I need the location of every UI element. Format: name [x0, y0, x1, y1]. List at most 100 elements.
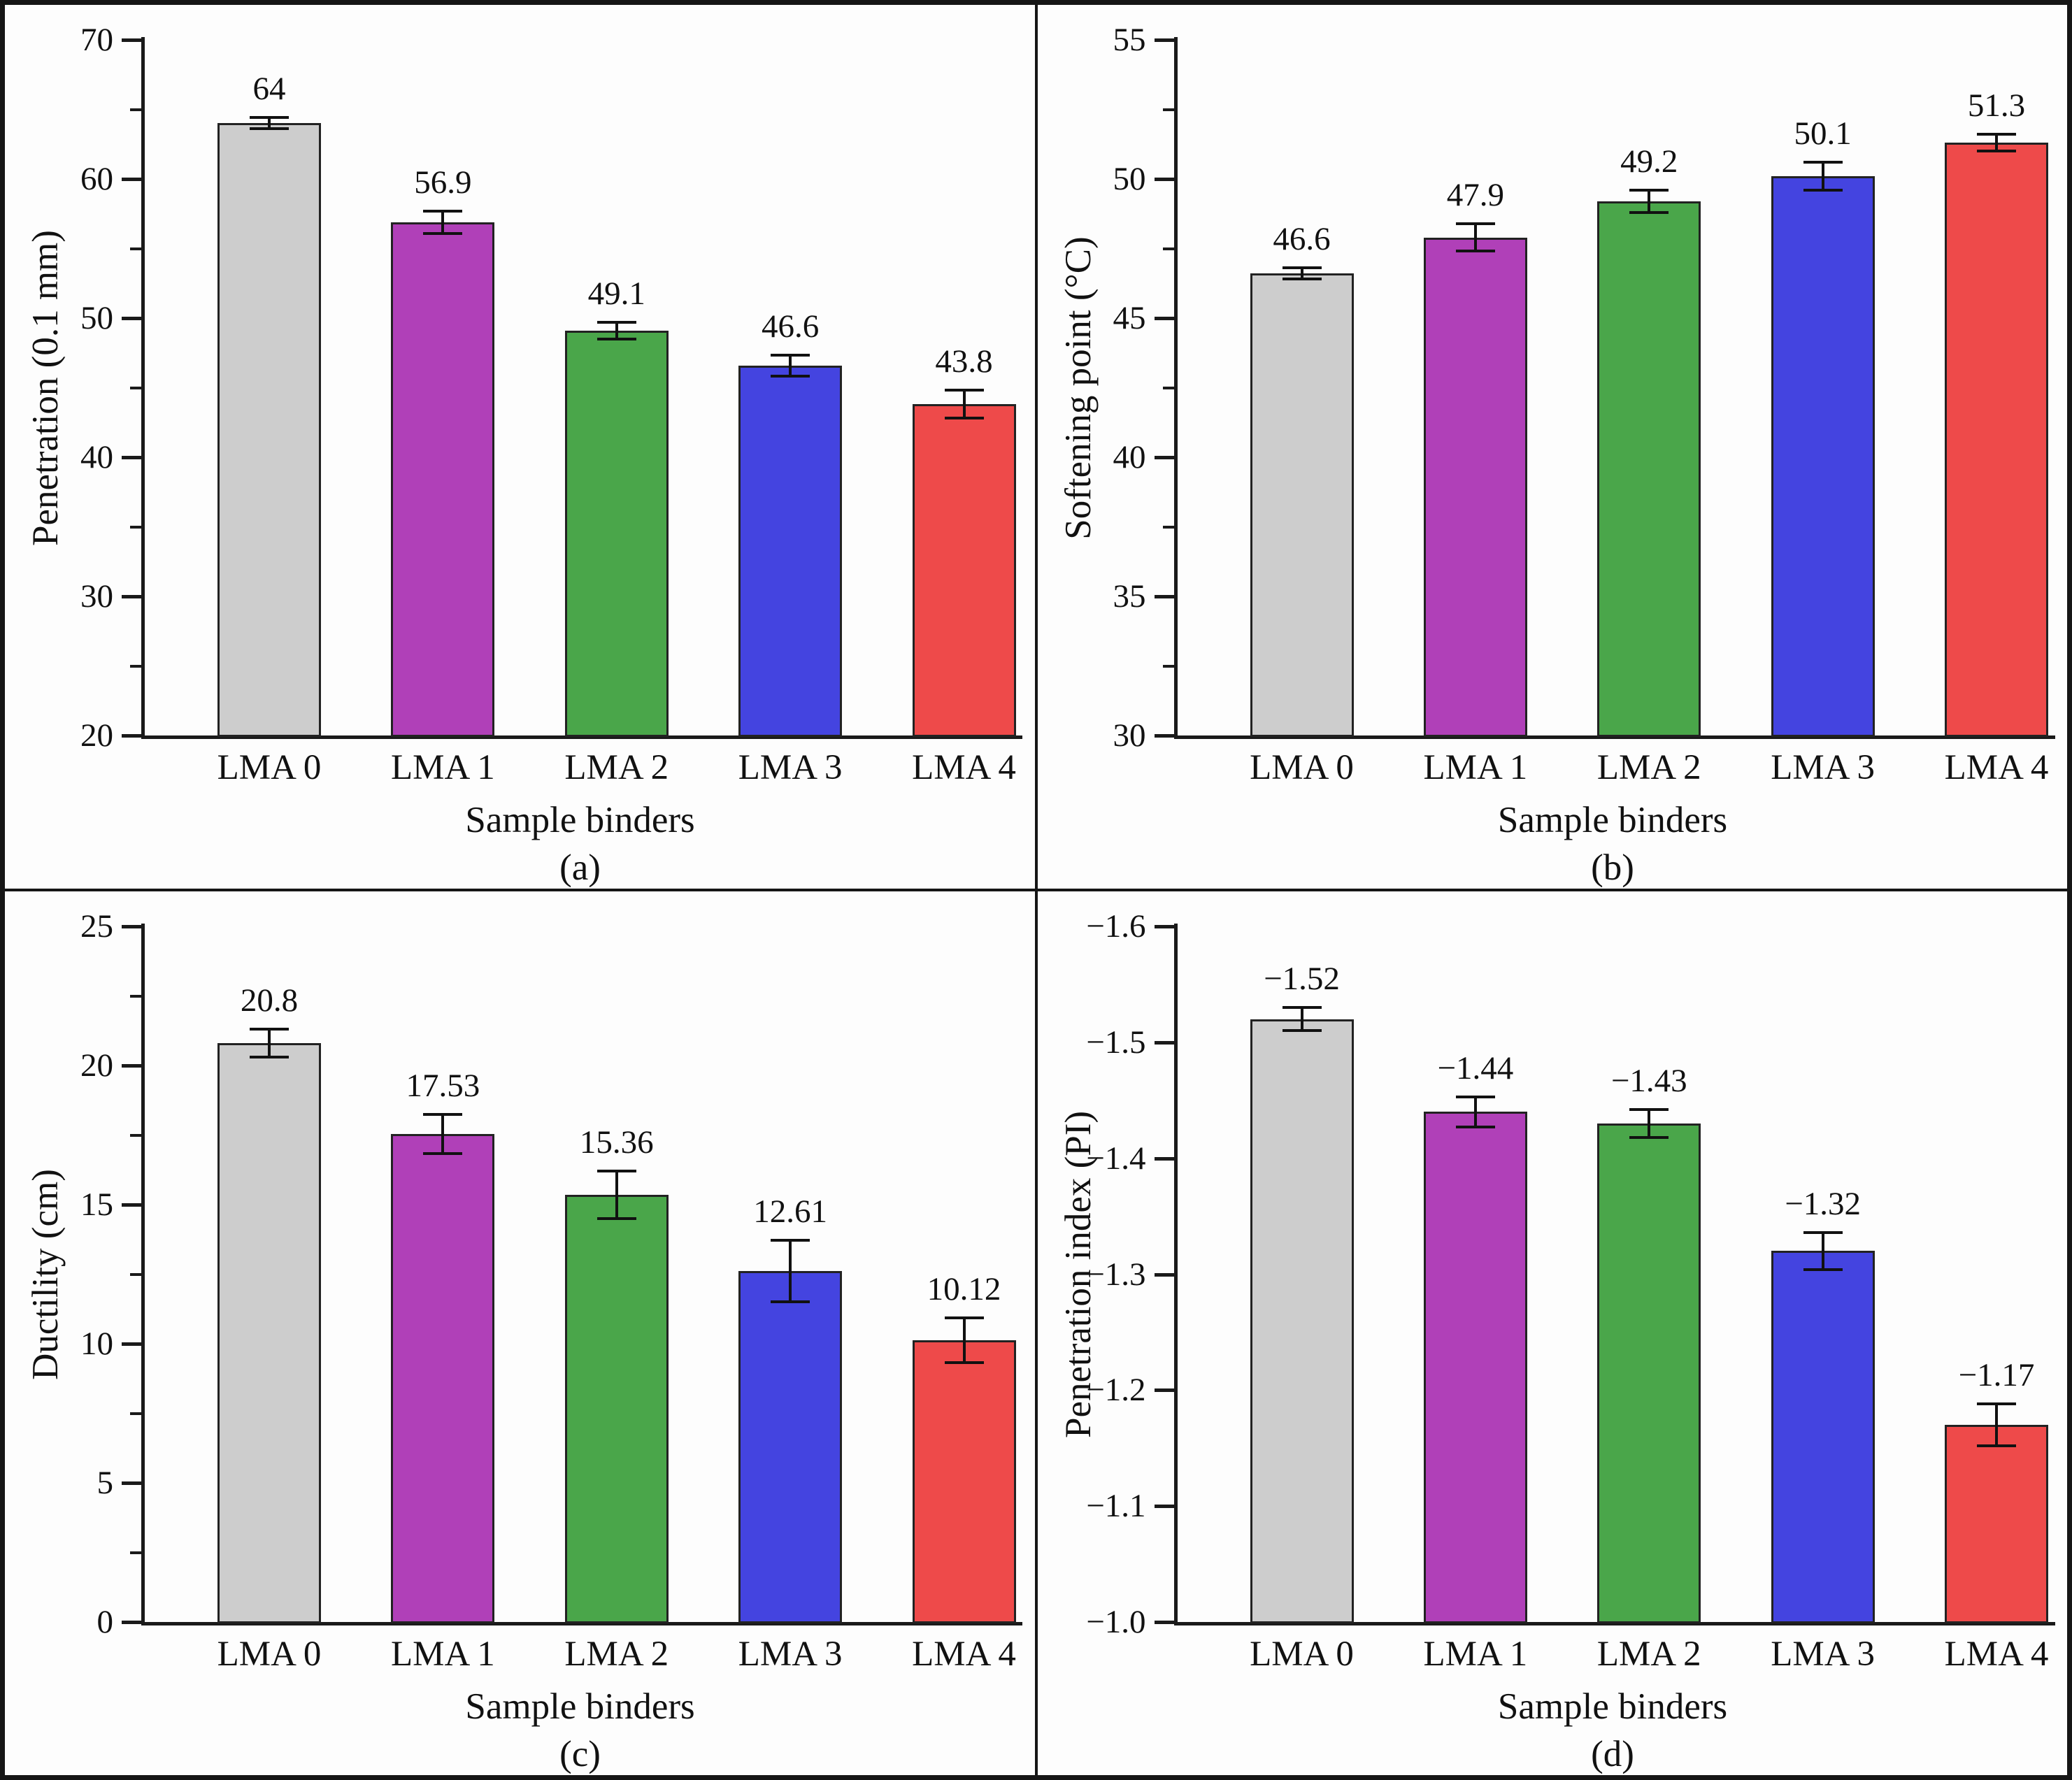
y-major-tick: [1154, 1272, 1174, 1277]
error-bar-whisker: [1473, 223, 1477, 252]
bar-value-label: −1.52: [1264, 961, 1340, 998]
bar-value-label: 43.8: [935, 343, 993, 380]
y-tick-label: 0: [97, 1604, 114, 1640]
y-major-tick: [122, 38, 141, 42]
y-tick-label: 30: [80, 578, 113, 615]
bar-value-label: 10.12: [927, 1271, 1001, 1308]
y-minor-tick: [1162, 247, 1174, 250]
y-tick-label: 40: [80, 439, 113, 475]
x-category-label: LMA 2: [1596, 1635, 1701, 1674]
error-bar-cap-bottom: [596, 337, 636, 340]
error-bar-whisker: [441, 1114, 445, 1154]
error-bar-cap-bottom: [1455, 1125, 1495, 1128]
y-major-tick: [1154, 1621, 1174, 1624]
y-major-tick: [1154, 1040, 1174, 1045]
y-tick-label: −1.4: [1086, 1140, 1146, 1177]
x-category-label: LMA 0: [1250, 1635, 1354, 1674]
error-bar-whisker: [1473, 1096, 1477, 1127]
bar-value-label: 49.2: [1620, 143, 1678, 180]
bar-value-label: −1.44: [1437, 1049, 1514, 1086]
error-bar-cap-bottom: [1629, 1135, 1669, 1139]
x-category-label: LMA 3: [1771, 1635, 1875, 1674]
bar-value-label: 47.9: [1446, 176, 1505, 213]
error-bar-cap-top: [250, 116, 290, 120]
error-bar-whisker: [1995, 134, 1999, 152]
bar-value-label: 46.6: [762, 308, 820, 345]
y-tick-label: 50: [1113, 161, 1146, 197]
bar-lma-2: [1597, 1123, 1701, 1623]
y-minor-tick: [130, 664, 141, 668]
error-bar-whisker: [1821, 162, 1824, 190]
bar-lma-0: [217, 1043, 322, 1623]
y-major-tick: [1154, 1505, 1174, 1509]
x-axis-line: [141, 735, 1022, 739]
bar-lma-0: [1250, 273, 1354, 737]
y-minor-tick: [130, 994, 141, 998]
error-bar-whisker: [441, 210, 445, 234]
error-bar-cap-bottom: [1455, 250, 1495, 253]
y-minor-tick: [130, 386, 141, 389]
y-tick-label: 55: [1113, 22, 1146, 58]
error-bar-cap-bottom: [1629, 210, 1669, 214]
error-bar-whisker: [615, 1170, 618, 1219]
x-category-label: LMA 1: [1423, 748, 1528, 787]
bar-value-label: 15.36: [579, 1124, 654, 1161]
y-axis-line: [141, 37, 145, 739]
y-tick-label: −1.5: [1086, 1024, 1146, 1061]
error-bar-cap-top: [1455, 222, 1495, 225]
error-bar-whisker: [789, 1240, 792, 1302]
x-category-label: LMA 1: [391, 1635, 495, 1674]
y-tick-label: 20: [80, 717, 113, 754]
error-bar-cap-bottom: [1977, 1444, 2017, 1447]
error-bar-whisker: [615, 322, 618, 339]
bar-lma-2: [564, 1194, 669, 1623]
y-tick-label: −1.2: [1086, 1372, 1146, 1409]
bar-value-label: 49.1: [587, 275, 645, 312]
error-bar-cap-bottom: [771, 374, 810, 378]
bar-lma-4: [1945, 143, 2049, 737]
y-major-tick: [122, 595, 141, 598]
y-major-tick: [122, 925, 141, 928]
y-major-tick: [1154, 595, 1174, 598]
y-axis-title: Penetration index (PI): [1057, 1110, 1099, 1438]
error-bar-cap-bottom: [250, 1056, 290, 1059]
x-category-label: LMA 3: [1771, 748, 1875, 787]
error-bar-whisker: [268, 1029, 271, 1058]
error-bar-cap-top: [1977, 1402, 2017, 1406]
x-category-label: LMA 0: [217, 748, 322, 787]
x-axis-title: Sample binders: [465, 800, 695, 840]
x-axis-title: Sample binders: [1497, 800, 1728, 840]
bar-lma-2: [564, 330, 669, 737]
error-bar-cap-bottom: [944, 1361, 984, 1365]
y-tick-label: 10: [80, 1326, 113, 1362]
bar-lma-4: [912, 404, 1016, 737]
y-major-tick: [1154, 456, 1174, 459]
bar-lma-2: [1597, 201, 1701, 737]
bar-lma-3: [1771, 1251, 1875, 1623]
x-axis-line: [1173, 1622, 2055, 1625]
y-minor-tick: [1162, 386, 1174, 389]
y-tick-label: 70: [80, 22, 113, 58]
x-category-label: LMA 3: [738, 1635, 843, 1674]
error-bar-cap-top: [423, 1113, 463, 1117]
y-tick-label: 5: [97, 1465, 114, 1501]
error-bar-cap-top: [596, 320, 636, 324]
x-category-label: LMA 1: [391, 748, 495, 787]
y-major-tick: [122, 1621, 141, 1624]
y-tick-label: 20: [80, 1047, 113, 1084]
y-major-tick: [122, 178, 141, 181]
bar-value-label: 50.1: [1794, 115, 1852, 152]
error-bar-cap-bottom: [944, 417, 984, 420]
y-major-tick: [122, 317, 141, 320]
y-tick-label: −1.6: [1086, 908, 1146, 945]
error-bar-whisker: [962, 1318, 966, 1363]
y-minor-tick: [130, 108, 141, 111]
bar-value-label: 56.9: [414, 164, 472, 201]
error-bar-cap-top: [771, 353, 810, 357]
error-bar-cap-bottom: [1977, 150, 2017, 153]
error-bar-whisker: [1300, 268, 1303, 280]
x-category-label: LMA 0: [217, 1635, 322, 1674]
error-bar-cap-bottom: [250, 127, 290, 131]
error-bar-whisker: [1648, 189, 1651, 213]
